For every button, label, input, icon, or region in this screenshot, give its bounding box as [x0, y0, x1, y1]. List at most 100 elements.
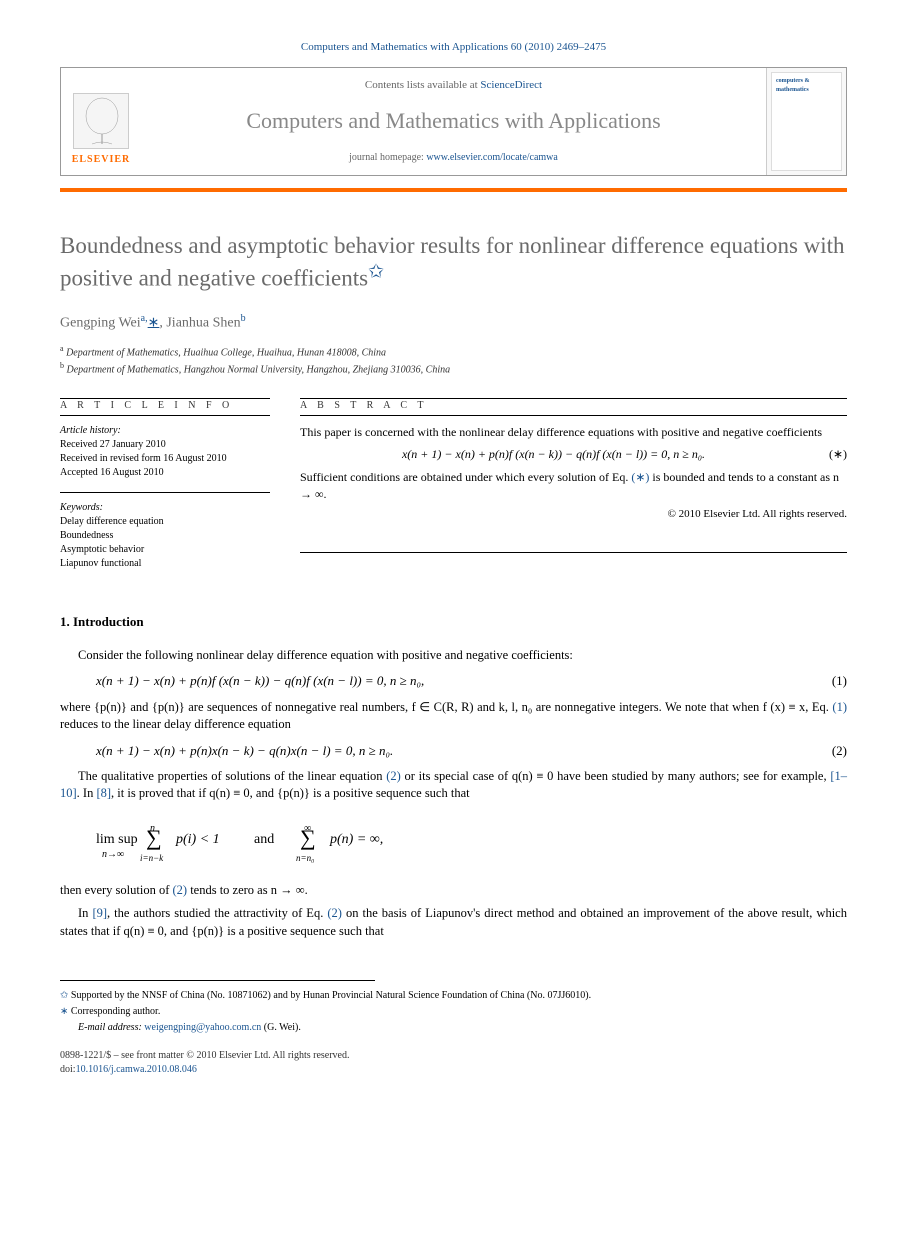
title-footnote-link[interactable]: ✩: [368, 266, 384, 291]
intro-p5b: , the authors studied the attractivity o…: [107, 906, 327, 920]
footnotes-rule: [60, 980, 375, 987]
author-1: Gengping Wei: [60, 315, 141, 330]
author-1-aff: a,: [141, 313, 148, 324]
journal-header: ELSEVIER Contents lists available at Sci…: [60, 67, 847, 175]
intro-p3b: or its special case of q(n) ≡ 0 have bee…: [401, 769, 830, 783]
section-1-heading: 1. Introduction: [60, 613, 847, 631]
eq-star-link[interactable]: (∗): [631, 470, 649, 484]
intro-p4a: then every solution of: [60, 883, 172, 897]
abstract-col: A B S T R A C T This paper is concerned …: [300, 398, 847, 583]
aff-b-text: Department of Mathematics, Hangzhou Norm…: [67, 365, 451, 376]
footnotes: ✩ Supported by the NNSF of China (No. 10…: [60, 989, 847, 1035]
history-revised: Received in revised form 16 August 2010: [60, 452, 270, 466]
elsevier-tree-icon: [73, 93, 129, 149]
keyword-4: Liapunov functional: [60, 557, 270, 571]
copyright-line: © 2010 Elsevier Ltd. All rights reserved…: [300, 507, 847, 522]
intro-p5a: In: [78, 906, 92, 920]
email-link[interactable]: weigengping@yahoo.com.cn: [144, 1022, 261, 1033]
svg-text:p(n) = ∞,: p(n) = ∞,: [329, 832, 383, 847]
history-received: Received 27 January 2010: [60, 438, 270, 452]
display-math-1: lim sup n→∞ n ∑ i=n−k p(i) < 1 and ∞ ∑ n…: [96, 813, 847, 872]
ref-9-link[interactable]: [9]: [92, 906, 107, 920]
eq2-link-2[interactable]: (2): [172, 883, 187, 897]
affiliations: a Department of Mathematics, Huaihua Col…: [60, 343, 847, 378]
keywords-heading: Keywords:: [60, 501, 270, 515]
issn-line: 0898-1221/$ – see front matter © 2010 El…: [60, 1049, 847, 1063]
affiliation-b: b Department of Mathematics, Hangzhou No…: [60, 360, 847, 377]
keyword-1: Delay difference equation: [60, 515, 270, 529]
svg-text:lim sup: lim sup: [96, 832, 138, 847]
header-center: Contents lists available at ScienceDirec…: [141, 68, 766, 174]
article-history: Article history: Received 27 January 201…: [60, 424, 270, 480]
eq1-link[interactable]: (1): [832, 700, 847, 714]
elsevier-text: ELSEVIER: [72, 153, 131, 167]
email-suffix: (G. Wei).: [261, 1022, 301, 1033]
abstract-p2a: Sufficient conditions are obtained under…: [300, 470, 631, 484]
svg-text:i=n−k: i=n−k: [140, 853, 164, 863]
contents-prefix: Contents lists available at: [365, 79, 480, 91]
intro-p2a: where {p(n)} and {p(n)} are sequences of…: [60, 700, 832, 714]
eq1-text: x(n + 1) − x(n) + p(n)f (x(n − k)) − q(n…: [96, 673, 424, 688]
footnote-corresponding: ∗ Corresponding author.: [60, 1005, 847, 1019]
cover-title-text: computers & mathematics: [776, 77, 837, 94]
intro-p3c: . In: [77, 786, 97, 800]
doi-label: doi:: [60, 1064, 76, 1075]
abstract-eq-text: x(n + 1) − x(n) + p(n)f (x(n − k)) − q(n…: [402, 447, 705, 461]
svg-text:n→∞: n→∞: [102, 849, 124, 860]
svg-text:n=n₀: n=n₀: [296, 853, 314, 863]
journal-name: Computers and Mathematics with Applicati…: [246, 106, 660, 137]
intro-p1: Consider the following nonlinear delay d…: [60, 647, 847, 665]
svg-text:p(i) < 1: p(i) < 1: [175, 832, 220, 847]
abstract-p1: This paper is concerned with the nonline…: [300, 424, 847, 441]
sciencedirect-link[interactable]: ScienceDirect: [480, 79, 542, 91]
eq2-link-1[interactable]: (2): [386, 769, 401, 783]
article-title: Boundedness and asymptotic behavior resu…: [60, 232, 847, 294]
eq1-num: (1): [832, 672, 847, 690]
history-heading: Article history:: [60, 424, 270, 438]
orange-divider: [60, 188, 847, 192]
intro-p3d: , it is proved that if q(n) ≡ 0, and {p(…: [111, 786, 470, 800]
intro-p4b: tends to zero as n → ∞.: [187, 883, 308, 897]
authors: Gengping Weia,∗, Jianhua Shenb: [60, 312, 847, 333]
aff-a-text: Department of Mathematics, Huaihua Colle…: [66, 347, 386, 358]
cover-image: computers & mathematics: [771, 72, 842, 170]
abstract-p2: Sufficient conditions are obtained under…: [300, 469, 847, 503]
contents-available: Contents lists available at ScienceDirec…: [365, 78, 542, 93]
author-2-aff: b: [241, 313, 246, 324]
intro-p3: The qualitative properties of solutions …: [60, 768, 847, 803]
keywords-block: Keywords: Delay difference equation Boun…: [60, 501, 270, 571]
intro-p2b: reduces to the linear delay difference e…: [60, 717, 291, 731]
abstract-text: This paper is concerned with the nonline…: [300, 424, 847, 523]
bottom-info: 0898-1221/$ – see front matter © 2010 El…: [60, 1049, 847, 1077]
equation-2: x(n + 1) − x(n) + p(n)x(n − k) − q(n)x(n…: [96, 742, 847, 760]
doi-link[interactable]: 10.1016/j.camwa.2010.08.046: [76, 1064, 197, 1075]
intro-p5: In [9], the authors studied the attracti…: [60, 905, 847, 940]
footnote-2-text: Corresponding author.: [68, 1006, 160, 1017]
svg-text:and: and: [254, 832, 274, 847]
history-accepted: Accepted 16 August 2010: [60, 466, 270, 480]
corresponding-link[interactable]: ∗: [148, 315, 160, 330]
journal-cover-thumb: computers & mathematics: [766, 68, 846, 174]
eq2-num: (2): [832, 742, 847, 760]
abstract-equation: x(n + 1) − x(n) + p(n)f (x(n − k)) − q(n…: [300, 446, 847, 463]
keyword-2: Boundedness: [60, 529, 270, 543]
homepage-line: journal homepage: www.elsevier.com/locat…: [349, 151, 558, 165]
eq2-link-3[interactable]: (2): [327, 906, 342, 920]
eq2-text: x(n + 1) − x(n) + p(n)x(n − k) − q(n)x(n…: [96, 743, 393, 758]
intro-p2: where {p(n)} and {p(n)} are sequences of…: [60, 699, 847, 734]
homepage-link[interactable]: www.elsevier.com/locate/camwa: [426, 152, 558, 163]
svg-text:∑: ∑: [300, 825, 316, 850]
intro-p3a: The qualitative properties of solutions …: [78, 769, 386, 783]
abstract-label: A B S T R A C T: [300, 399, 847, 413]
keyword-3: Asymptotic behavior: [60, 543, 270, 557]
affiliation-a: a Department of Mathematics, Huaihua Col…: [60, 343, 847, 360]
abstract-eq-num: (∗): [829, 446, 847, 463]
email-label: E-mail address:: [78, 1022, 144, 1033]
doi-line: doi:10.1016/j.camwa.2010.08.046: [60, 1063, 847, 1077]
intro-p4: then every solution of (2) tends to zero…: [60, 882, 847, 900]
title-star-icon: ✩: [368, 261, 384, 282]
homepage-prefix: journal homepage:: [349, 152, 426, 163]
author-2: , Jianhua Shen: [159, 315, 240, 330]
ref-8-link[interactable]: [8]: [96, 786, 111, 800]
article-info-label: A R T I C L E I N F O: [60, 399, 270, 413]
